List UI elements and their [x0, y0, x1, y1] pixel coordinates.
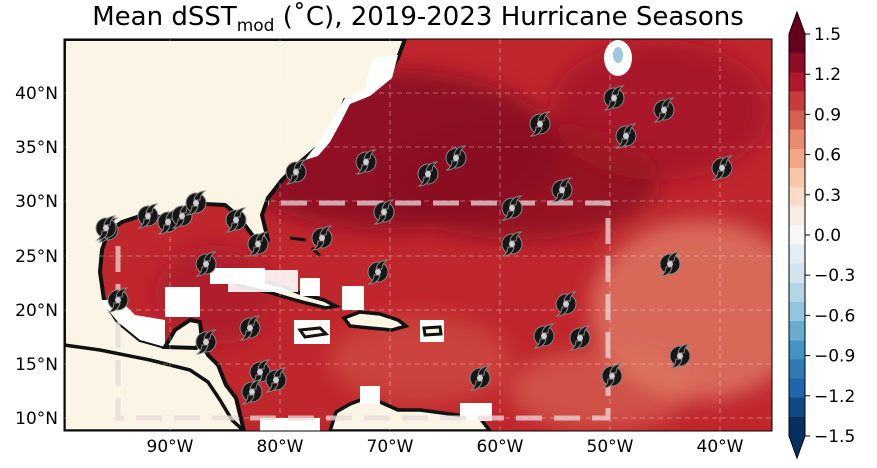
- lon-label-50w: 50°W: [587, 437, 634, 457]
- colorbar-tick-label: −0.3: [814, 266, 855, 286]
- map-title: Mean dSSTmod (˚C), 2019-2023 Hurricane S…: [92, 2, 744, 37]
- lat-label-15n: 15°N: [15, 355, 58, 375]
- colorbar: 1.5 1.2 0.9 0.6 0.3 0.0 −0.3 −0.6 −0.9 −1.2 −1.5: [788, 10, 855, 460]
- colorbar-tick-label: 0.3: [814, 186, 841, 206]
- lat-label-30n: 30°N: [15, 192, 58, 212]
- lon-label-40w: 40°W: [697, 437, 744, 457]
- colorbar-top-arrow: [789, 12, 805, 34]
- colorbar-tick-label: 1.2: [814, 65, 841, 85]
- colorbar-tick-label: −1.2: [814, 387, 855, 407]
- hispaniola-land: [341, 310, 410, 332]
- lat-label-35n: 35°N: [15, 138, 58, 158]
- colorbar-tick-label: 0.6: [814, 146, 841, 166]
- lon-label-70w: 70°W: [367, 437, 414, 457]
- map-area: [64, 39, 772, 431]
- south-america-land: [328, 396, 493, 431]
- colorbar-bar: [789, 34, 805, 436]
- lon-label-80w: 80°W: [257, 437, 304, 457]
- colorbar-tick-label: 1.5: [814, 25, 841, 45]
- lat-label-25n: 25°N: [15, 247, 58, 267]
- lat-label-20n: 20°N: [15, 301, 58, 321]
- latitude-axis-labels: 40°N 35°N 30°N 25°N 20°N 15°N 10°N: [15, 84, 58, 429]
- colorbar-tick-label: −1.5: [814, 427, 855, 447]
- colorbar-bottom-arrow: [789, 436, 805, 458]
- colorbar-tick-label: −0.9: [814, 347, 855, 367]
- lon-label-90w: 90°W: [147, 437, 194, 457]
- lat-label-10n: 10°N: [15, 409, 58, 429]
- colorbar-tick-label: −0.6: [814, 306, 855, 326]
- longitude-axis-labels: 90°W 80°W 70°W 60°W 50°W 40°W: [147, 437, 744, 457]
- lat-label-40n: 40°N: [15, 84, 58, 104]
- colorbar-tick-label: 0.0: [814, 226, 841, 246]
- analysis-region-box: [115, 200, 611, 421]
- yucatan-land: [161, 317, 205, 351]
- plot-frame: [63, 38, 773, 432]
- lon-label-60w: 60°W: [477, 437, 524, 457]
- colorbar-tick-label: 0.9: [814, 105, 841, 125]
